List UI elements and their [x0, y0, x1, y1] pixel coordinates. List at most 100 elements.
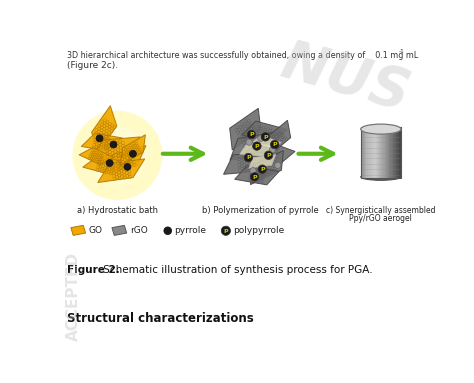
Bar — [380, 127, 381, 178]
Text: P: P — [249, 132, 254, 137]
Polygon shape — [98, 159, 145, 183]
Text: NUS: NUS — [275, 35, 417, 121]
Circle shape — [261, 133, 270, 141]
Text: Schematic illustration of synthesis process for PGA.: Schematic illustration of synthesis proc… — [100, 265, 372, 275]
Bar — [382, 127, 383, 178]
Text: (Figure 2c).: (Figure 2c). — [67, 61, 118, 70]
Text: rGO: rGO — [130, 226, 147, 235]
Bar — [389, 127, 390, 178]
Polygon shape — [249, 154, 276, 169]
Text: polypyrrole: polypyrrole — [233, 226, 284, 235]
Bar — [362, 127, 363, 178]
Ellipse shape — [361, 173, 401, 180]
Text: P: P — [255, 144, 259, 149]
Bar — [392, 127, 394, 178]
Text: c) Synergistically assembled: c) Synergistically assembled — [326, 206, 436, 215]
Polygon shape — [242, 121, 287, 143]
Bar — [401, 127, 402, 178]
Text: Figure 2.: Figure 2. — [67, 265, 120, 275]
Bar — [368, 127, 370, 178]
Bar — [397, 127, 398, 178]
Bar — [379, 127, 380, 178]
Circle shape — [253, 142, 261, 150]
Bar — [385, 127, 386, 178]
Circle shape — [106, 160, 113, 167]
Circle shape — [221, 226, 230, 236]
Polygon shape — [253, 135, 281, 149]
Text: pyrrole: pyrrole — [174, 226, 206, 235]
Bar — [366, 127, 367, 178]
Bar — [369, 127, 370, 178]
Circle shape — [88, 126, 147, 185]
Circle shape — [250, 173, 259, 181]
Bar — [367, 127, 368, 178]
Text: P: P — [252, 175, 257, 180]
Bar — [385, 127, 387, 178]
Polygon shape — [230, 132, 276, 160]
Circle shape — [129, 150, 137, 157]
Bar — [400, 127, 401, 178]
Bar — [399, 127, 400, 178]
Polygon shape — [245, 139, 295, 165]
Bar — [386, 127, 387, 178]
Circle shape — [110, 141, 117, 148]
Text: b) Polymerization of pyrrole: b) Polymerization of pyrrole — [202, 206, 319, 215]
Bar — [364, 127, 365, 178]
Text: -1: -1 — [399, 49, 404, 54]
Polygon shape — [91, 106, 117, 152]
Bar — [376, 127, 377, 178]
Circle shape — [269, 147, 275, 153]
Circle shape — [271, 140, 279, 149]
Bar — [396, 127, 398, 178]
Polygon shape — [79, 147, 114, 165]
Bar — [375, 127, 377, 178]
Bar — [365, 127, 366, 178]
Bar — [374, 127, 375, 178]
Circle shape — [124, 164, 131, 170]
Bar — [374, 127, 376, 178]
Bar — [393, 127, 394, 178]
Bar — [390, 127, 391, 178]
Text: a) Hydrostatic bath: a) Hydrostatic bath — [77, 206, 158, 215]
Bar — [361, 127, 362, 178]
Bar — [361, 127, 401, 178]
Bar — [378, 127, 379, 178]
Circle shape — [275, 162, 281, 169]
Polygon shape — [224, 152, 270, 174]
Text: P: P — [266, 153, 271, 158]
Polygon shape — [82, 133, 122, 151]
Polygon shape — [83, 155, 129, 175]
Circle shape — [250, 168, 256, 174]
Bar — [368, 127, 369, 178]
Bar — [388, 127, 389, 178]
Bar — [365, 127, 366, 178]
Bar — [387, 127, 388, 178]
Text: Structural characterizations: Structural characterizations — [67, 312, 254, 325]
Bar — [363, 127, 364, 178]
Polygon shape — [240, 143, 274, 157]
Bar — [362, 127, 364, 178]
Bar — [379, 127, 381, 178]
Bar — [394, 127, 395, 178]
Polygon shape — [90, 137, 140, 160]
Text: P: P — [246, 155, 251, 160]
Ellipse shape — [361, 124, 401, 134]
Bar — [396, 127, 397, 178]
Text: P: P — [263, 135, 268, 140]
Circle shape — [258, 165, 266, 173]
Circle shape — [264, 151, 273, 160]
Bar — [395, 127, 396, 178]
Text: P: P — [273, 142, 277, 147]
Circle shape — [246, 139, 252, 145]
Bar — [372, 127, 373, 178]
Bar — [384, 127, 385, 178]
Text: P: P — [260, 167, 264, 172]
Text: 3D hierarchical architecture was successfully obtained, owing a density of    0.: 3D hierarchical architecture was success… — [67, 51, 418, 60]
Circle shape — [96, 135, 103, 142]
Bar — [370, 127, 371, 178]
Bar — [400, 127, 401, 178]
Text: P: P — [224, 229, 228, 234]
Circle shape — [164, 227, 172, 235]
Bar — [373, 127, 374, 178]
Bar — [383, 127, 384, 178]
